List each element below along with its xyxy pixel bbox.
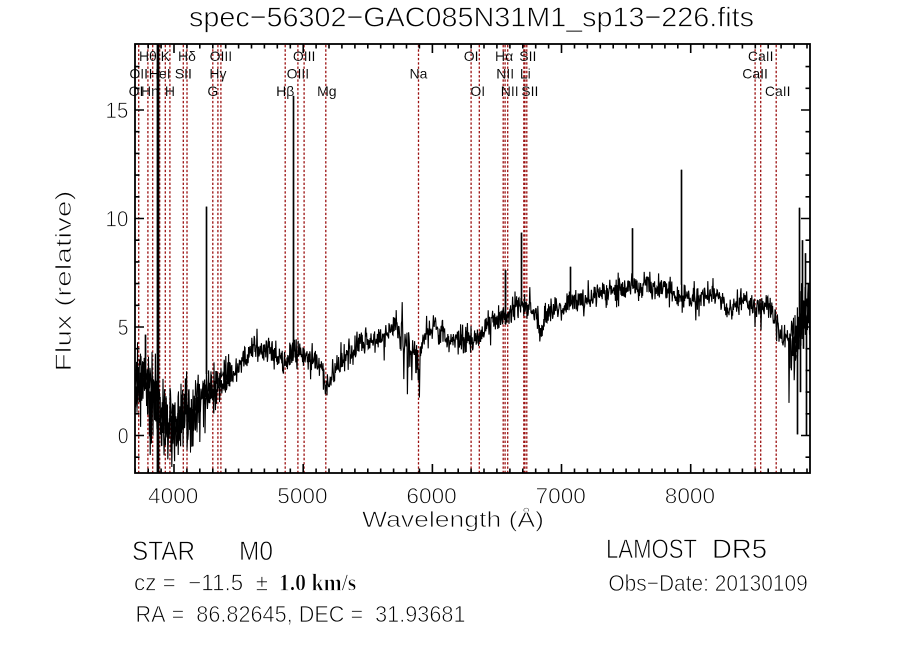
svg-text:G: G [207, 83, 218, 99]
svg-text:Li: Li [520, 66, 531, 82]
svg-text:H: H [165, 83, 175, 99]
svg-text:Hδ: Hδ [178, 48, 196, 64]
svg-text:Flux (relative): Flux (relative) [51, 191, 76, 372]
svg-text:0: 0 [118, 424, 129, 449]
svg-text:NII: NII [496, 66, 514, 82]
svg-text:Na: Na [410, 66, 428, 82]
svg-text:Wavelength (Å): Wavelength (Å) [362, 507, 544, 532]
svg-text:DR5: DR5 [712, 534, 767, 564]
svg-text:CaII: CaII [748, 48, 774, 64]
svg-text:10: 10 [105, 207, 128, 232]
svg-text:6000: 6000 [406, 484, 456, 509]
svg-text:Obs−Date: 20130109: Obs−Date: 20130109 [608, 570, 807, 596]
svg-text:LAMOST: LAMOST [606, 534, 697, 564]
svg-text:Hγ: Hγ [209, 66, 226, 82]
svg-text:4000: 4000 [148, 484, 198, 509]
svg-text:K: K [161, 48, 171, 64]
svg-text:15: 15 [105, 98, 128, 123]
svg-text:RA = 86.82645, DEC = 31.9368: RA = 86.82645, DEC = 31.93681 [136, 601, 466, 627]
svg-text:5: 5 [118, 315, 129, 340]
svg-text:CaII: CaII [742, 66, 768, 82]
svg-text:7000: 7000 [536, 484, 586, 509]
svg-text:Hβ: Hβ [276, 83, 294, 99]
svg-text:OII: OII [129, 66, 148, 82]
svg-text:SII: SII [521, 83, 538, 99]
svg-text:Hθ: Hθ [139, 48, 157, 64]
svg-text:M0: M0 [239, 536, 273, 566]
svg-text:Mg: Mg [317, 83, 336, 99]
svg-text:Hη: Hη [141, 83, 159, 99]
svg-text:STAR: STAR [132, 536, 195, 566]
svg-text:OIII: OIII [210, 48, 233, 64]
svg-text:HeI: HeI [149, 66, 171, 82]
svg-text:SII: SII [175, 66, 192, 82]
svg-text:5000: 5000 [277, 484, 327, 509]
svg-text:OI: OI [464, 48, 479, 64]
svg-text:cz = −11.5 ±: cz = −11.5 ± [134, 570, 268, 596]
svg-text:OI: OI [470, 83, 485, 99]
svg-text:Hα: Hα [495, 48, 513, 64]
svg-text:8000: 8000 [665, 484, 715, 509]
svg-text:spec−56302−GAC085N31M1_sp13−22: spec−56302−GAC085N31M1_sp13−226.fits [189, 2, 754, 33]
svg-text:1.0 km/s: 1.0 km/s [279, 571, 357, 597]
svg-text:SII: SII [519, 48, 536, 64]
svg-text:OI: OI [129, 83, 144, 99]
svg-text:OIII: OIII [293, 48, 316, 64]
svg-text:OIII: OIII [287, 66, 310, 82]
svg-text:NII: NII [501, 83, 519, 99]
svg-text:CaII: CaII [765, 83, 791, 99]
